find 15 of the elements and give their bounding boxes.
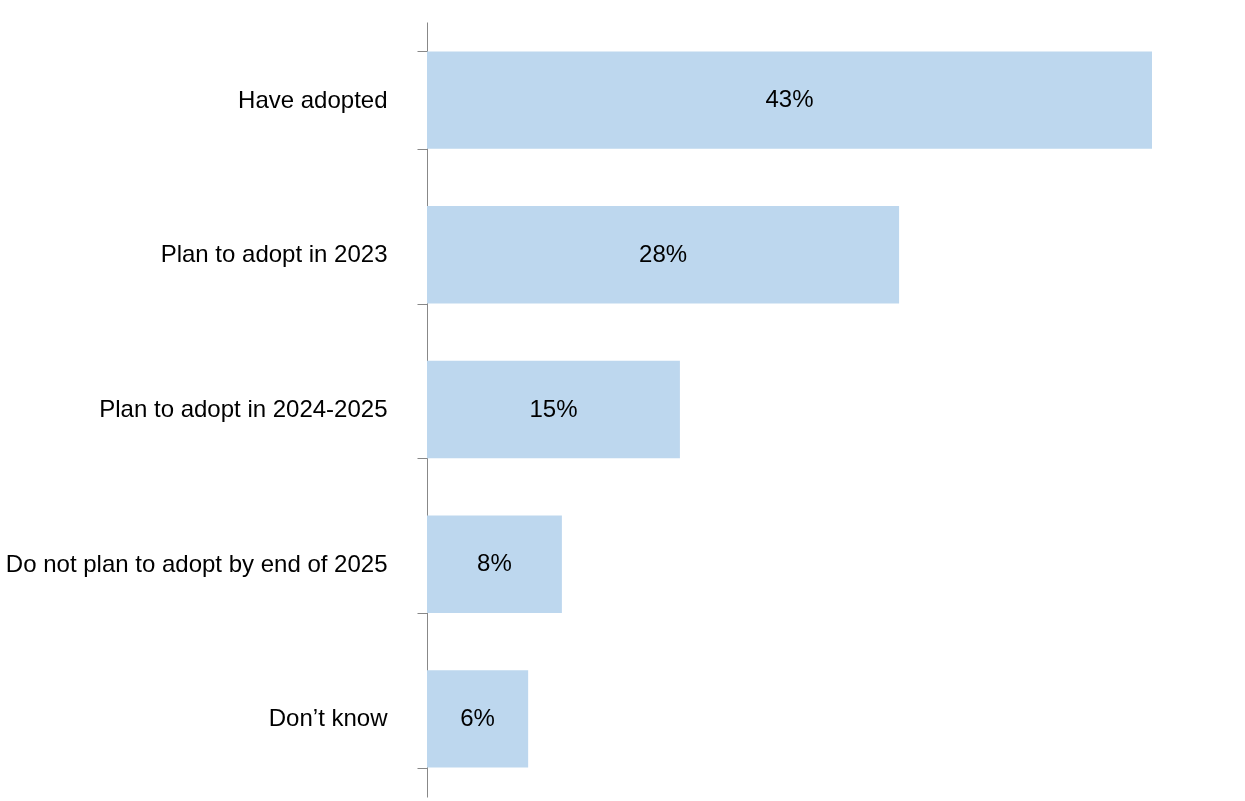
y-tick-label: Plan to adopt in 2024-2025 (99, 395, 388, 422)
data-label: 28% (639, 239, 688, 267)
bar (427, 515, 562, 613)
y-tick-label: Don’t know (268, 704, 389, 732)
data-label: 6% (460, 703, 495, 731)
bar (427, 360, 680, 459)
y-tick-label: Plan to adopt in 2023 (160, 240, 388, 268)
data-label: 15% (529, 394, 578, 422)
y-tick-label: Do not plan to adopt by end of 2025 (5, 549, 388, 577)
y-tick-label: Have adopted (238, 85, 388, 113)
data-label: 43% (765, 85, 814, 113)
bar (427, 206, 900, 304)
bar (427, 51, 1152, 149)
data-label: 8% (477, 549, 512, 577)
bar (427, 670, 529, 768)
